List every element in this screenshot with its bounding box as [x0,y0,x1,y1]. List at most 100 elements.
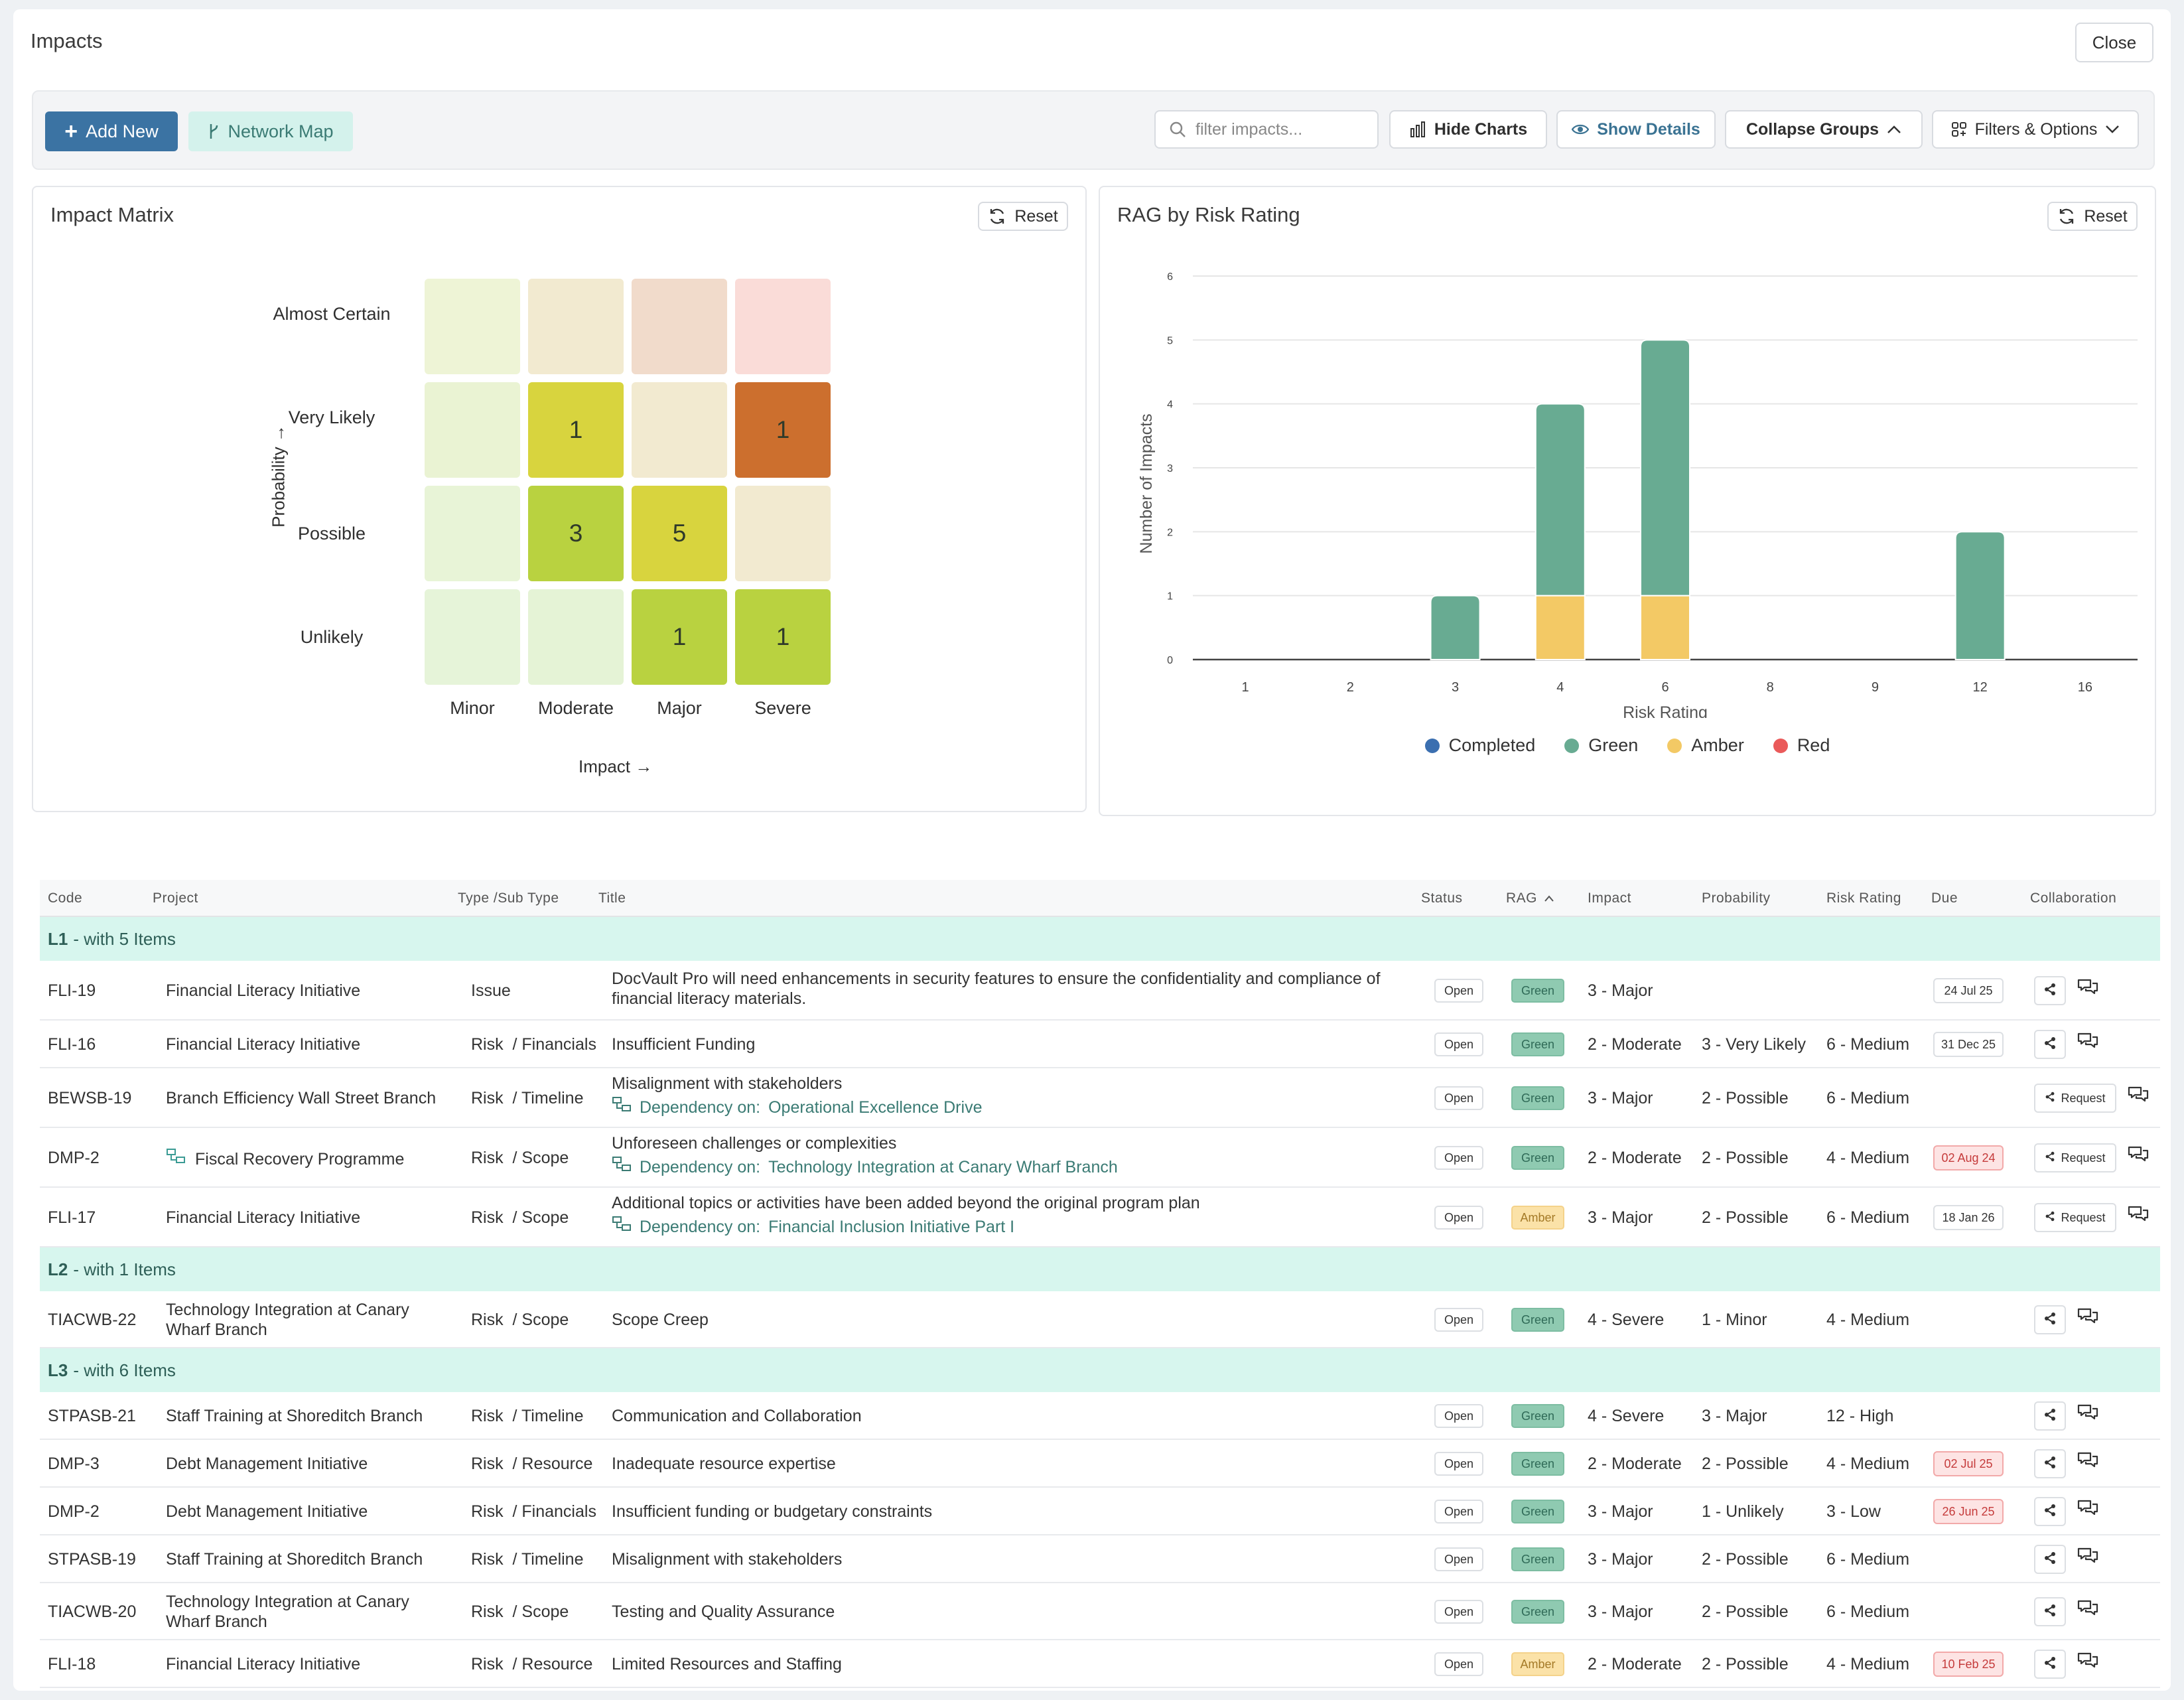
matrix-cell[interactable]: 1 [735,382,831,478]
chat-icon[interactable] [2127,1204,2150,1224]
cell-code[interactable]: DMP-2 [48,1149,100,1167]
status-badge[interactable]: Open [1434,979,1483,1003]
legend-item-red[interactable]: Red [1773,735,1830,756]
share-button[interactable] [2034,1030,2066,1059]
chat-icon[interactable] [2077,1498,2099,1518]
header-project[interactable]: Project [153,890,198,906]
cell-code[interactable]: FLI-19 [48,981,96,1000]
cell-title[interactable]: Testing and Quality Assurance [612,1602,835,1621]
chat-icon[interactable] [2127,1085,2150,1105]
cell-project[interactable]: Financial Literacy Initiative [166,981,361,1000]
cell-project[interactable]: Staff Training at Shoreditch Branch [166,1407,423,1425]
dependency-link[interactable]: Dependency on: Operational Excellence Dri… [612,1096,982,1118]
cell-title[interactable]: Inadequate resource expertise [612,1454,836,1473]
cell-code[interactable]: STPASB-21 [48,1407,136,1425]
share-button[interactable] [2034,1497,2066,1526]
matrix-cell[interactable] [425,486,520,581]
chat-icon[interactable] [2077,977,2099,997]
share-button[interactable] [2034,1401,2066,1431]
header-status[interactable]: Status [1421,890,1463,906]
matrix-cell[interactable] [425,382,520,478]
matrix-cell[interactable] [425,279,520,374]
header-risk-rating[interactable]: Risk Rating [1826,890,1901,906]
status-badge[interactable]: Open [1434,1032,1483,1056]
header-due[interactable]: Due [1931,890,1958,906]
matrix-cell[interactable] [632,279,727,374]
close-button[interactable]: Close [2075,23,2153,62]
cell-project[interactable]: Debt Management Initiative [166,1502,368,1521]
chat-icon[interactable] [2077,1546,2099,1566]
show-details-button[interactable]: Show Details [1556,110,1716,149]
chat-icon[interactable] [2077,1403,2099,1423]
cell-code[interactable]: FLI-18 [48,1655,96,1673]
bar-amber[interactable] [1535,595,1586,660]
bar-amber[interactable] [1640,595,1690,660]
table-row[interactable]: STPASB-21 Staff Training at Shoreditch Br… [40,1392,2160,1440]
chat-icon[interactable] [2077,1598,2099,1618]
table-row[interactable]: TIACWB-20 Technology Integration at Canar… [40,1583,2160,1640]
matrix-cell[interactable] [528,279,624,374]
status-badge[interactable]: Open [1434,1452,1483,1476]
matrix-cell[interactable]: 1 [632,589,727,685]
table-row[interactable]: FLI-19 Financial Literacy Initiative Issue… [40,961,2160,1021]
dependency-link[interactable]: Dependency on: Financial Inclusion Initia… [612,1216,1014,1238]
bar-green[interactable] [1954,531,2006,660]
cell-code[interactable]: TIACWB-22 [48,1310,137,1329]
chat-icon[interactable] [2077,1451,2099,1470]
header-probability[interactable]: Probability [1702,890,1771,906]
table-row[interactable]: STPASB-19 Staff Training at Shoreditch Br… [40,1535,2160,1583]
cell-code[interactable]: DMP-2 [48,1502,100,1521]
table-row[interactable]: TIACWB-22 Technology Integration at Canar… [40,1291,2160,1348]
table-row[interactable]: FLI-17 Financial Literacy Initiative Risk … [40,1188,2160,1247]
matrix-reset-button[interactable]: Reset [978,202,1068,231]
cell-code[interactable]: DMP-3 [48,1454,100,1473]
cell-title[interactable]: Communication and Collaboration [612,1407,862,1425]
group-row[interactable]: L3- with 6 Items [40,1348,2160,1392]
table-row[interactable]: FLI-16 Financial Literacy Initiative Risk … [40,1021,2160,1068]
request-button[interactable]: Request [2034,1084,2116,1113]
group-row[interactable]: L1- with 5 Items [40,917,2160,961]
filters-options-button[interactable]: Filters & Options [1932,110,2139,149]
table-row[interactable]: DMP-2 Debt Management Initiative Risk / Fi… [40,1488,2160,1535]
cell-project[interactable]: Fiscal Recovery Programme [166,1148,404,1170]
table-row[interactable]: DMP-3 Debt Management Initiative Risk / Re… [40,1440,2160,1488]
header-code[interactable]: Code [48,890,83,906]
matrix-cell[interactable] [735,279,831,374]
chat-icon[interactable] [2077,1651,2099,1671]
share-button[interactable] [2034,1597,2066,1626]
cell-code[interactable]: BEWSB-19 [48,1089,132,1107]
matrix-cell[interactable]: 1 [528,382,624,478]
cell-project[interactable]: Branch Efficiency Wall Street Branch [166,1089,437,1107]
chat-icon[interactable] [2127,1145,2150,1165]
status-badge[interactable]: Open [1434,1404,1483,1428]
matrix-cell[interactable]: 1 [735,589,831,685]
share-button[interactable] [2034,976,2066,1005]
cell-title[interactable]: Limited Resources and Staffing [612,1655,842,1673]
share-button[interactable] [2034,1449,2066,1478]
cell-title[interactable]: Misalignment with stakeholders [612,1074,843,1093]
dependency-link[interactable]: Dependency on: Technology Integration at … [612,1156,1118,1178]
status-badge[interactable]: Open [1434,1547,1483,1571]
chart-reset-button[interactable]: Reset [2047,202,2138,231]
cell-code[interactable]: FLI-17 [48,1208,96,1227]
cell-project[interactable]: Technology Integration at Canary Wharf B… [166,1301,409,1339]
table-row[interactable]: FLI-18 Financial Literacy Initiative Risk … [40,1640,2160,1688]
status-badge[interactable]: Open [1434,1086,1483,1110]
cell-project[interactable]: Financial Literacy Initiative [166,1208,361,1227]
share-button[interactable] [2034,1650,2066,1679]
cell-code[interactable]: TIACWB-20 [48,1602,137,1621]
bar-green[interactable] [1535,403,1586,597]
matrix-cell[interactable] [632,382,727,478]
status-badge[interactable]: Open [1434,1500,1483,1523]
cell-title[interactable]: Unforeseen challenges or complexities [612,1134,897,1153]
hide-charts-button[interactable]: Hide Charts [1389,110,1547,149]
matrix-cell[interactable] [735,486,831,581]
search-input[interactable] [1195,119,1361,139]
cell-title[interactable]: Scope Creep [612,1310,709,1329]
header-title[interactable]: Title [598,890,626,906]
share-button[interactable] [2034,1305,2066,1334]
table-row[interactable]: DMP-2 Fiscal Recovery Programme Risk / Sco… [40,1128,2160,1188]
legend-item-green[interactable]: Green [1564,735,1638,756]
request-button[interactable]: Request [2034,1143,2116,1172]
header-type[interactable]: Type /Sub Type [458,890,559,906]
